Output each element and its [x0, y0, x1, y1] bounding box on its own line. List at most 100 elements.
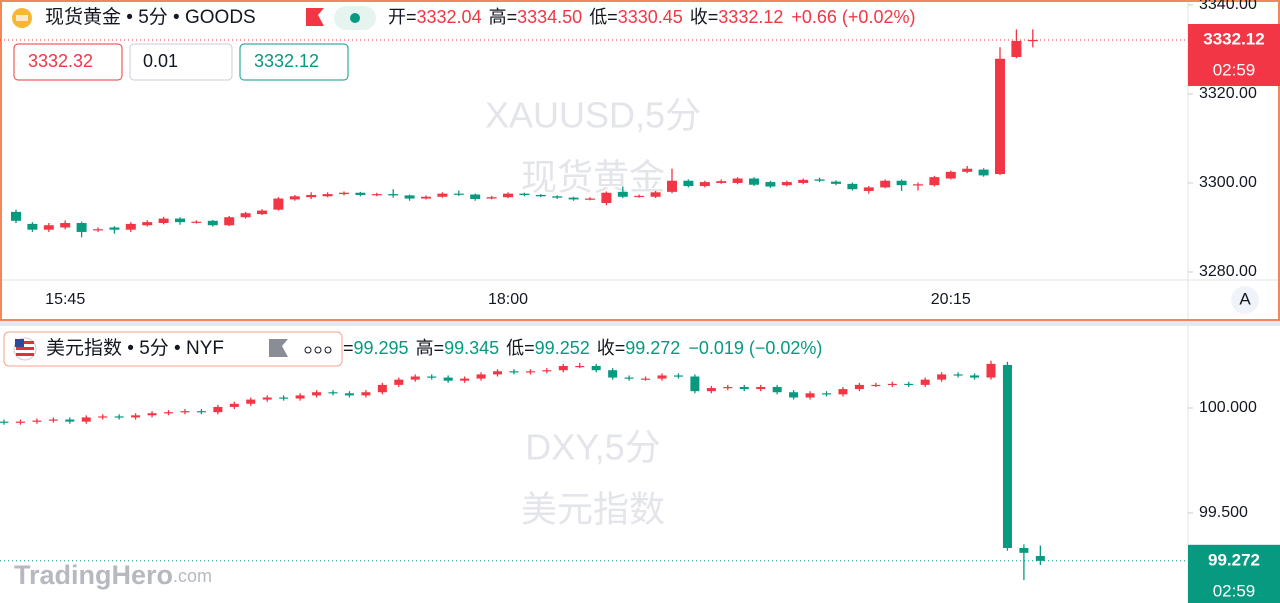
candle-body: [772, 386, 782, 393]
status-dot: [350, 13, 360, 23]
countdown-label: 02:59: [1213, 581, 1256, 600]
candle-body: [945, 171, 956, 179]
candle-body: [394, 379, 404, 385]
candle-body: [904, 383, 914, 386]
candle-body: [937, 374, 947, 380]
candle-body: [361, 392, 371, 396]
quantity: 0.01: [143, 51, 178, 71]
candle-body: [131, 415, 141, 418]
candle-body: [634, 195, 645, 198]
candle-body: [657, 375, 667, 379]
candle-body: [519, 193, 530, 195]
candle-body: [568, 197, 579, 200]
candle-body: [749, 178, 759, 185]
legend-value: 3330.45: [618, 7, 683, 27]
flag-stripe: [16, 341, 34, 344]
last-price-label: 99.272: [1208, 550, 1260, 569]
candle-body: [371, 194, 382, 196]
candle-body: [295, 395, 305, 399]
legend-key: 低=: [506, 338, 535, 358]
candle-body: [427, 376, 437, 378]
candle-body: [443, 377, 453, 381]
watermark-symbol: DXY,5分: [525, 427, 660, 468]
candle-body: [191, 221, 202, 223]
candle-body: [470, 194, 481, 199]
flag-icon[interactable]: [269, 339, 288, 357]
legend-value: 99.272: [625, 338, 680, 358]
y-tick-label: 3340.00: [1199, 0, 1257, 13]
brand-logo: TradingHero.com: [14, 560, 212, 590]
ask-box[interactable]: [239, 43, 349, 81]
candle-body: [1011, 40, 1022, 57]
qty-box[interactable]: [129, 43, 233, 81]
candle-body: [880, 180, 891, 188]
bid-price: 3332.32: [28, 51, 93, 71]
candle-body: [257, 210, 267, 215]
symbol-title: 现货黄金 • 5分 • GOODS: [45, 6, 256, 28]
candle-body: [978, 169, 989, 176]
candle-body: [322, 194, 333, 197]
candle-body: [814, 179, 825, 181]
ask-price: 3332.12: [254, 51, 319, 71]
candle-body: [460, 378, 470, 381]
candle-body: [585, 198, 595, 200]
candle-body: [246, 399, 256, 404]
candle-body: [76, 223, 87, 232]
x-tick-label: 15:45: [45, 291, 85, 308]
candle-body: [509, 371, 519, 373]
candle-body: [344, 393, 354, 396]
candle-body: [542, 370, 552, 372]
candle-body: [683, 180, 694, 187]
candle-body: [929, 177, 940, 186]
legend-value: 3332.04: [417, 7, 482, 27]
candle-body: [503, 193, 513, 198]
legend-key: 高=: [416, 338, 445, 358]
candle-body: [421, 196, 431, 199]
more-dot[interactable]: [304, 346, 312, 354]
candle-body: [1002, 364, 1012, 548]
candle-body: [125, 223, 136, 230]
legend-key: 开=: [388, 7, 417, 27]
candle-body: [913, 184, 923, 186]
symbol-box[interactable]: [3, 331, 343, 367]
candle-body: [147, 413, 157, 416]
candles: [11, 29, 1038, 238]
legend-key: =: [343, 338, 354, 358]
candle-body: [48, 419, 58, 421]
countdown-label: 02:59: [1213, 60, 1256, 79]
gold-icon-bar: [16, 15, 28, 21]
candle-body: [486, 197, 497, 199]
candle-body: [0, 421, 9, 423]
pane-separator: [0, 321, 1280, 326]
x-tick-label: 18:00: [488, 291, 528, 308]
candle-body: [732, 178, 743, 183]
candle-body: [822, 393, 831, 395]
more-dot[interactable]: [324, 346, 332, 354]
legend-value: 99.295: [354, 338, 409, 358]
legend-value: 99.252: [535, 338, 590, 358]
candle-body: [60, 223, 71, 228]
candle-body: [608, 370, 618, 378]
flag-canton: [15, 339, 24, 347]
legend-change: +0.66 (+0.02%): [791, 7, 915, 27]
legend-change: −0.019 (−0.02%): [688, 338, 822, 358]
candle-body: [312, 392, 322, 396]
active-pane-border: [0, 0, 1280, 321]
legend-value: 99.345: [444, 338, 499, 358]
bid-box[interactable]: [13, 43, 123, 81]
candle-body: [229, 403, 239, 407]
candle-body: [98, 416, 108, 418]
candle-body: [624, 377, 634, 379]
candle-body: [180, 411, 190, 413]
auto-scale-label: A: [1239, 289, 1251, 308]
flag-icon[interactable]: [306, 8, 324, 26]
more-dot[interactable]: [314, 346, 322, 354]
candle-body: [306, 194, 317, 198]
flag-stripe: [16, 353, 34, 356]
candle-body: [617, 191, 628, 197]
watermark-name: 美元指数: [521, 489, 665, 530]
candle-body: [15, 421, 25, 423]
auto-scale-button[interactable]: [1231, 286, 1259, 314]
watermark-name: 现货黄金: [521, 157, 665, 198]
candle-body: [535, 194, 546, 197]
